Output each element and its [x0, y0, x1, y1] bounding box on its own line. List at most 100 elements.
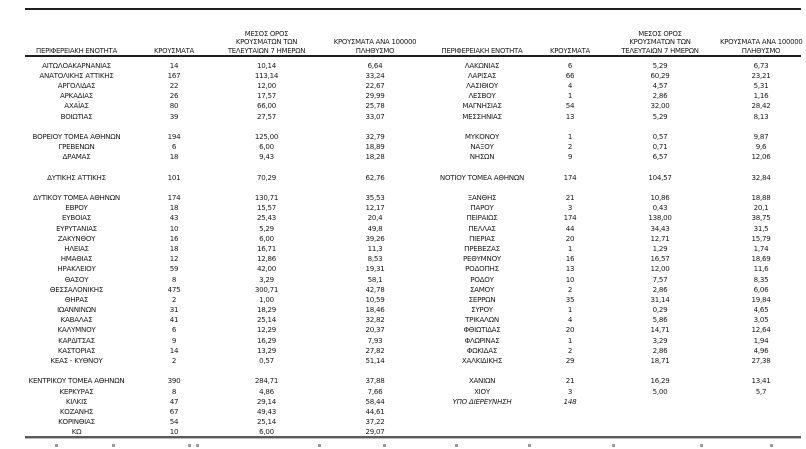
cases-cell: 14: [169, 60, 179, 70]
table-row: ΠΕΙΡΑΙΩΣ 174 138,00 38,75: [424, 213, 802, 223]
per100k-cell: 32,84: [751, 172, 771, 182]
avg7-cell: 1,00: [259, 294, 274, 304]
cases-cell: 44: [565, 223, 575, 233]
per100k-cell: 25,78: [365, 101, 385, 111]
table-row: ΔΥΤΙΚΗΣ ΑΤΤΙΚΗΣ 101 70,29 62,76: [8, 172, 420, 182]
region-cell: ΘΕΣΣΑΛΟΝΙΚΗΣ: [49, 284, 104, 294]
cases-cell: 174: [167, 193, 181, 203]
avg7-cell: 0,71: [652, 142, 668, 152]
avg7-cell: 5,29: [259, 223, 274, 233]
spacer-row: [424, 162, 802, 172]
per100k-cell: 1,94: [753, 335, 769, 345]
per100k-cell: 13,41: [751, 376, 771, 386]
cases-cell: 2: [171, 356, 177, 366]
avg7-cell: 17,57: [256, 91, 277, 101]
per100k-cell: 18,69: [751, 254, 771, 264]
per100k-cell: 49,8: [367, 223, 383, 233]
region-cell: ΛΑΚΩΝΙΑΣ: [464, 60, 500, 70]
per100k-cell: 12,64: [751, 325, 771, 335]
per100k-cell: 38,75: [751, 213, 771, 223]
cases-cell: 47: [169, 396, 179, 406]
region-cell: ΛΕΣΒΟΥ: [468, 91, 496, 101]
table-row: ΕΥΡΥΤΑΝΙΑΣ 10 5,29 49,8: [8, 223, 420, 233]
avg7-cell: 5,00: [652, 386, 668, 396]
table-row: ΜΕΣΣΗΝΙΑΣ 13 5,29 8,13: [424, 111, 802, 121]
cases-cell: 54: [565, 101, 575, 111]
cases-cell: 14: [169, 345, 179, 355]
cases-cell: 3: [567, 203, 573, 213]
table-row: ΧΙΟΥ 3 5,00 5,7: [424, 386, 802, 396]
cases-cell: 18: [169, 203, 179, 213]
table-row: ΚΟΖΑΝΗΣ 67 49,43 44,61: [8, 406, 420, 416]
spacer-row: [8, 366, 420, 376]
cases-cell: 13: [565, 111, 575, 121]
avg7-cell: 34,43: [650, 223, 670, 233]
per100k-cell: 18,88: [751, 193, 771, 203]
region-cell: ΣΑΜΟΥ: [469, 284, 495, 294]
region-cell: ΔΥΤΙΚΗΣ ΑΤΤΙΚΗΣ: [47, 172, 106, 182]
clipped-text-fragment: [770, 444, 773, 447]
cases-cell: 1: [567, 335, 573, 345]
col-header-avg7-line3: ΤΕΛΕΥΤΑΙΩΝ 7 ΗΜΕΡΩΝ: [621, 46, 699, 55]
cases-cell: 6: [567, 60, 573, 70]
per100k-cell: 12,06: [751, 152, 771, 162]
table-row: ΠΑΡΟΥ 3 0,43 20,1: [424, 203, 802, 213]
region-cell: ΦΘΙΩΤΙΔΑΣ: [463, 325, 501, 335]
per100k-cell: 19,31: [365, 264, 385, 274]
per100k-cell: 32,79: [365, 131, 385, 141]
per100k-cell: 62,76: [365, 172, 385, 182]
col-header-avg7-line2: ΚΡΟΥΣΜΑΤΩΝ ΤΩΝ: [235, 38, 298, 47]
avg7-cell: 6,00: [259, 142, 274, 152]
avg7-cell: 4,86: [259, 386, 274, 396]
per100k-cell: 8,13: [753, 111, 769, 121]
header-underline-rule: [25, 55, 801, 57]
region-cell: ΠΕΛΛΑΣ: [468, 223, 496, 233]
region-cell: ΠΡΕΒΕΖΑΣ: [464, 243, 500, 253]
cases-cell: 2: [171, 294, 177, 304]
avg7-cell: 18,29: [256, 305, 277, 315]
table-row: ΤΡΙΚΑΛΩΝ 4 5,86 3,05: [424, 315, 802, 325]
region-cell: ΑΧΑΪΑΣ: [64, 101, 89, 111]
table-row: ΚΑΡΔΙΤΣΑΣ 9 16,29 7,93: [8, 335, 420, 345]
table-row: ΠΕΛΛΑΣ 44 34,43 31,5: [424, 223, 802, 233]
avg7-cell: 25,43: [256, 213, 277, 223]
table-row: ΘΑΣΟΥ 8 3,29 58,1: [8, 274, 420, 284]
avg7-cell: 6,00: [259, 427, 274, 437]
clipped-text-fragment: [196, 444, 199, 447]
region-cell: ΘΑΣΟΥ: [64, 274, 89, 284]
cases-cell: 54: [169, 417, 179, 427]
per100k-cell: 19,84: [751, 294, 771, 304]
col-header-avg7-line1: ΜΕΣΟΣ ΟΡΟΣ: [638, 30, 682, 39]
clipped-text-fragment: [612, 444, 615, 447]
col-header-avg7: ΜΕΣΟΣ ΟΡΟΣ ΚΡΟΥΣΜΑΤΩΝ ΤΩΝ ΤΕΛΕΥΤΑΙΩΝ 7 Η…: [600, 30, 720, 55]
per100k-cell: 7,66: [367, 386, 383, 396]
cases-cell: 18: [169, 243, 179, 253]
region-cell: ΑΡΓΟΛΙΔΑΣ: [57, 80, 96, 90]
table-row: ΚΙΛΚΙΣ 47 29,14 58,44: [8, 396, 420, 406]
region-cell: ΑΡΚΑΔΙΑΣ: [60, 91, 93, 101]
region-cell: ΤΡΙΚΑΛΩΝ: [465, 315, 499, 325]
table-row: ΛΕΣΒΟΥ 1 2,86 1,16: [424, 91, 802, 101]
cases-cell: 43: [169, 213, 179, 223]
col-header-region: ΠΕΡΙΦΕΡΕΙΑΚΗ ΕΝΟΤΗΤΑ: [36, 46, 117, 55]
avg7-cell: 5,86: [652, 315, 668, 325]
cases-cell: 167: [167, 70, 181, 80]
avg7-cell: 1,29: [652, 243, 668, 253]
avg7-cell: 18,71: [650, 356, 670, 366]
table-row: ΛΑΣΙΘΙΟΥ 4 4,57 5,31: [424, 80, 802, 90]
avg7-cell: 16,29: [256, 335, 277, 345]
table-row: ΑΝΑΤΟΛΙΚΗΣ ΑΤΤΙΚΗΣ 167 113,14 33,24: [8, 70, 420, 80]
avg7-cell: 3,29: [259, 274, 274, 284]
region-cell: ΗΜΑΘΙΑΣ: [60, 254, 93, 264]
per100k-cell: 37,88: [365, 376, 385, 386]
cases-cell: 59: [169, 264, 179, 274]
avg7-cell: 13,29: [256, 345, 277, 355]
per100k-cell: 39,26: [365, 233, 385, 243]
per100k-cell: 9,6: [755, 142, 767, 152]
table-row: ΝΗΣΩΝ 9 6,57 12,06: [424, 152, 802, 162]
region-cell: ΦΛΩΡΙΝΑΣ: [464, 335, 500, 345]
region-cell: ΝΗΣΩΝ: [469, 152, 495, 162]
col-header-per100k-line1: ΚΡΟΥΣΜΑΤΑ ΑΝΑ 100000: [333, 38, 417, 47]
region-cell: ΔΥΤΙΚΟΥ ΤΟΜΕΑ ΑΘΗΝΩΝ: [33, 193, 120, 203]
avg7-cell: 0,29: [652, 305, 668, 315]
